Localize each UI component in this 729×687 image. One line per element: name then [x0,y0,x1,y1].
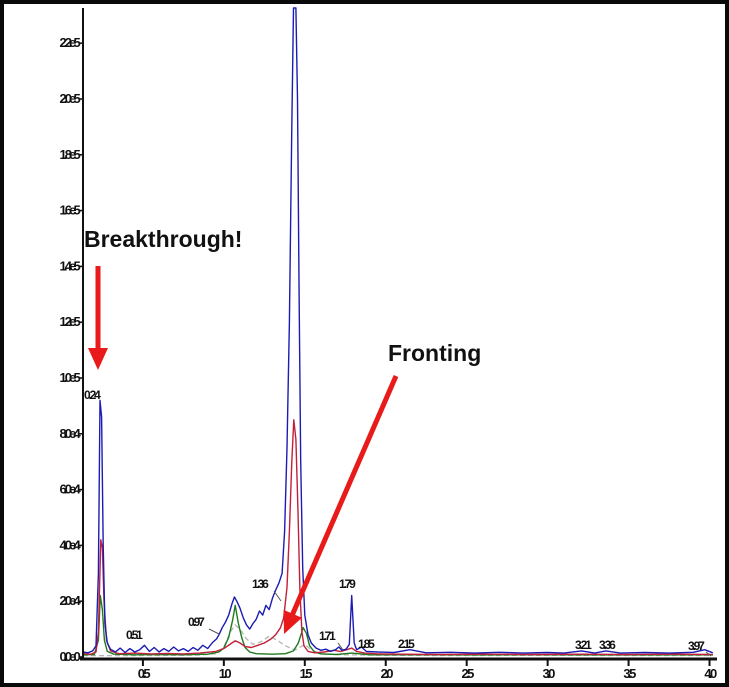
peak-label-3.36: 3.36 [599,638,616,652]
peak-label-1.71: 1.71 [319,629,336,643]
peak-label-3.21: 3.21 [575,638,592,652]
axes: 0.5 1.0 1.5 2.0 2.5 3.0 3.5 4.0 0.0e0 2.0e4 4.0e4 6… [59,8,720,681]
y-tick-label: 2.0e5 [59,91,80,106]
y-tick-label: 2.2e5 [59,35,80,50]
peak-label-leader [705,651,712,657]
breakthrough-arrow [88,266,108,370]
peak-label-leader [337,642,344,651]
peak-label-0.24: 0.24 [84,388,101,402]
y-tick-label: 1.0e5 [59,370,80,385]
x-tick-label: 2.5 [462,666,475,681]
y-tick-label: 1.6e5 [59,203,80,218]
y-tick-label: 8.0e4 [59,426,81,441]
trace-blue [82,7,714,654]
x-tick-label: 4.0 [704,666,717,681]
peak-label-0.97: 0.97 [188,615,205,629]
peak-label-leader [208,628,220,635]
x-tick-label: 2.0 [381,666,394,681]
x-tick-label: 1.5 [300,666,313,681]
peak-labels: 0.24 0.51 0.97 1.36 1.71 1.79 1.85 2.15 3.21 3.36… [84,388,712,657]
fronting-arrow [283,375,399,634]
x-tick-label: 1.0 [219,666,232,681]
breakthrough-annotation: Breakthrough! [84,226,243,252]
peak-label-1.79: 1.79 [339,577,356,591]
y-tick-label: 1.8e5 [59,147,80,162]
fronting-arrow-shaft [288,375,399,619]
peak-label-2.15: 2.15 [398,637,415,651]
peak-label-1.36: 1.36 [252,577,269,591]
fronting-annotation: Fronting [388,340,482,366]
y-tick-label: 6.0e4 [59,482,81,497]
y-tick-label: 1.2e5 [59,314,80,329]
breakthrough-arrow-head [88,348,108,370]
fronting-arrow-head [283,609,302,634]
x-tick-label: 3.0 [542,666,555,681]
peak-label-3.97: 3.97 [688,639,705,653]
peak-label-0.51: 0.51 [126,628,143,642]
peak-label-1.85: 1.85 [358,637,375,651]
x-tick-label: 3.5 [623,666,636,681]
y-tick-label: 4.0e4 [59,537,81,552]
peak-label-leader [273,590,282,602]
y-tick-label: 0.0e0 [59,649,80,664]
chromatogram-traces [82,7,714,657]
trace-red [82,419,713,656]
y-tick-label: 2.0e4 [59,593,81,608]
trace-green [82,594,713,656]
y-tick-label: 1.4e5 [59,258,80,273]
x-tick-label: 0.5 [138,666,151,681]
